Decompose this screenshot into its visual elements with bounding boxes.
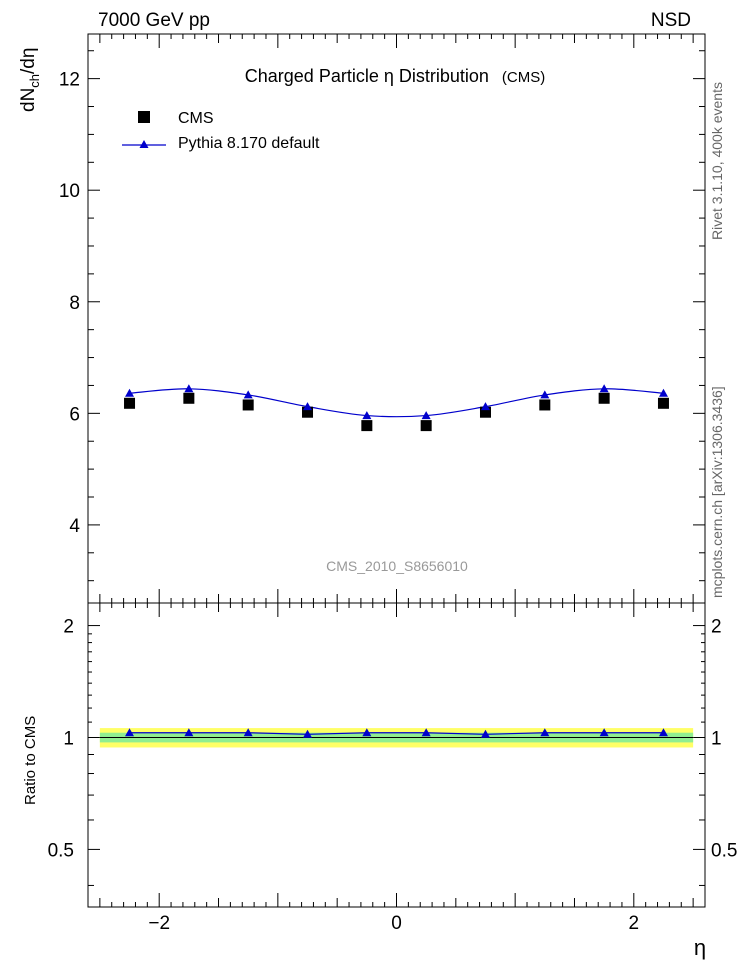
cms-data-point	[361, 420, 373, 432]
main-ylabel-sub: ch	[27, 74, 42, 88]
main-ytick-label: 8	[69, 293, 80, 314]
legend-pythia-marker	[139, 140, 149, 148]
chart-title-tag: (CMS)	[502, 69, 545, 86]
ratio-pythia-point	[421, 728, 431, 737]
main-ytick-label: 6	[69, 404, 80, 425]
cms-data-point	[124, 397, 136, 409]
ratio-pythia-point	[599, 728, 609, 737]
ratio-xtick-label: −2	[148, 913, 170, 934]
analysis-watermark: CMS_2010_S8656010	[326, 558, 468, 574]
cms-data-point	[302, 406, 314, 418]
ratio-ylabel: Ratio to CMS	[22, 716, 39, 805]
main-axis-ticks: 4 6 8 10 12	[59, 34, 705, 603]
main-ytick-label: 4	[69, 516, 80, 537]
pythia-point	[303, 402, 313, 411]
legend-pythia-label: Pythia 8.170 default	[178, 135, 320, 152]
ratio-ytick-label: 0.5	[48, 840, 74, 861]
ratio-pythia-point	[480, 729, 490, 738]
ratio-ytick-label-right: 2	[711, 617, 722, 638]
ratio-ytick-label-right: 1	[711, 728, 722, 749]
ratio-data-series	[125, 728, 668, 738]
ratio-pythia-point	[243, 728, 253, 737]
cms-data-point	[479, 406, 491, 418]
ratio-ytick-label: 1	[63, 728, 74, 749]
ratio-pythia-point	[184, 728, 194, 737]
main-ytick-label: 12	[59, 70, 80, 91]
header-energy: 7000 GeV pp	[98, 10, 210, 31]
pythia-curve	[129, 388, 664, 418]
cms-data-point	[183, 392, 195, 404]
ratio-axis-ticks: −2 0 2 0.5 0.5 1 1 2 2	[48, 603, 737, 934]
pythia-point	[480, 402, 490, 411]
ratio-pythia-point	[125, 728, 135, 737]
main-data-series	[124, 384, 669, 432]
main-ylabel-rest: /dη	[18, 48, 39, 74]
pythia-point	[243, 390, 253, 399]
legend: CMS Pythia 8.170 default	[122, 110, 320, 152]
header-process: NSD	[651, 10, 691, 31]
legend-cms-marker	[138, 111, 150, 123]
main-ytick-label: 10	[59, 181, 80, 202]
ratio-pythia-line	[129, 732, 664, 735]
x-axis-label: η	[694, 935, 706, 960]
cms-data-point	[657, 397, 669, 409]
pythia-point	[125, 388, 135, 397]
rivet-label: Rivet 3.1.10, 400k events	[709, 82, 725, 240]
mcplots-label: mcplots.cern.ch [arXiv:1306.3436]	[709, 386, 725, 598]
ratio-ytick-label: 2	[63, 617, 74, 638]
pythia-point	[540, 390, 550, 399]
pythia-point	[658, 388, 668, 397]
ratio-pythia-point	[303, 729, 313, 738]
pythia-point	[184, 384, 194, 393]
cms-data-point	[420, 420, 432, 432]
ratio-pythia-point	[540, 728, 550, 737]
ratio-pythia-point	[658, 728, 668, 737]
main-ylabel: dNch/dη	[18, 48, 42, 112]
chart-title: Charged Particle η Distribution (CMS)	[245, 66, 545, 86]
cms-data-point	[539, 399, 551, 411]
pythia-point	[599, 384, 609, 393]
chart-title-main: Charged Particle η Distribution	[245, 66, 489, 86]
legend-cms-label: CMS	[178, 110, 214, 127]
ratio-plot-frame	[87, 602, 706, 908]
pythia-point	[362, 411, 372, 420]
main-ylabel-base: dN	[18, 88, 39, 112]
ratio-xtick-label: 2	[629, 913, 640, 934]
cms-data-point	[242, 399, 254, 411]
cms-data-point	[598, 392, 610, 404]
ratio-pythia-point	[362, 728, 372, 737]
ratio-ytick-label-right: 0.5	[711, 840, 737, 861]
pythia-point	[421, 411, 431, 420]
ratio-xtick-label: 0	[391, 913, 402, 934]
